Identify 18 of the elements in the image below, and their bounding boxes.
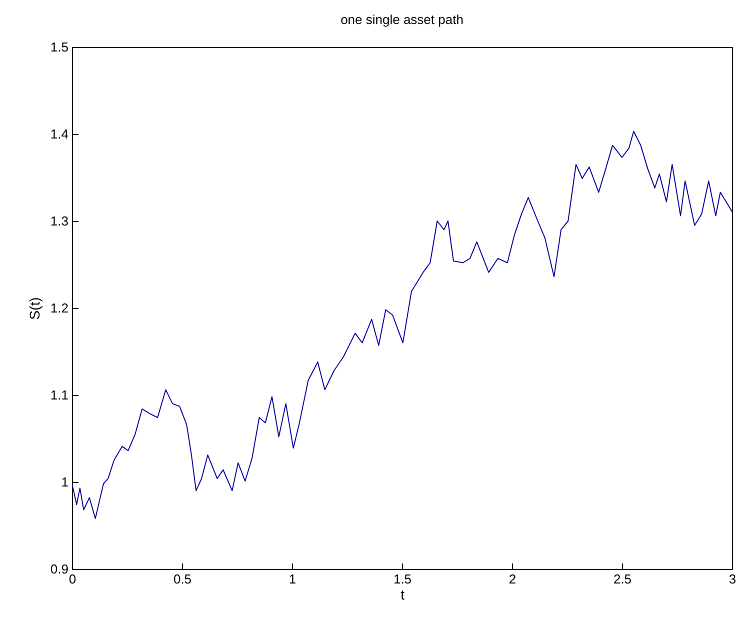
y-tick-label: 1.1: [50, 388, 68, 402]
x-tick-label: 2: [508, 572, 516, 586]
y-tick-label: 1.2: [50, 300, 68, 316]
x-tick-label: 1: [288, 572, 296, 586]
y-tick-label: 1.3: [50, 214, 68, 228]
x-axis-title: t: [400, 586, 405, 602]
chart-title: one single asset path: [340, 12, 464, 27]
x-tick-label: 0: [68, 572, 76, 586]
y-tick-label: 0.9: [50, 562, 68, 576]
x-tick-label: 1.5: [393, 572, 412, 586]
y-tick-label: 1.5: [50, 40, 68, 54]
y-tick-label: 1: [61, 474, 68, 490]
y-tick-label: 1.4: [50, 126, 68, 142]
x-tick-label: 0.5: [173, 572, 192, 586]
y-axis-title: S(t): [26, 297, 42, 320]
line-series: [72, 130, 732, 520]
x-tick-label: 2.5: [613, 572, 632, 586]
x-tick-label: 3: [728, 572, 736, 586]
